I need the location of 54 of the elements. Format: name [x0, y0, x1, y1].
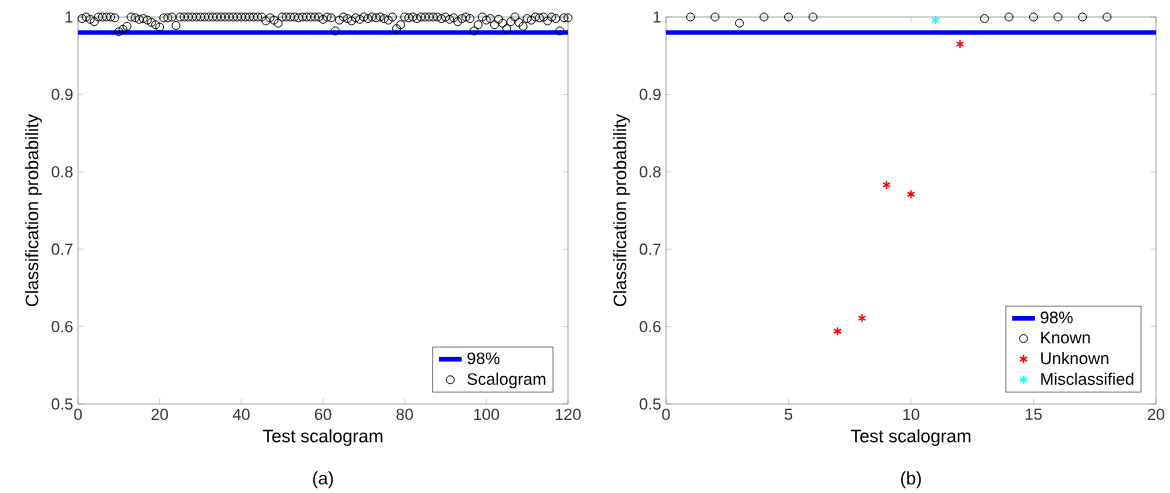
point: [980, 14, 989, 24]
x-tick-label: 20: [151, 408, 168, 421]
point: [1053, 12, 1063, 22]
legend-label: Scalogram: [467, 372, 546, 389]
y-tick-label: 0.6: [639, 320, 661, 333]
legend-label: Unknown: [1041, 351, 1109, 365]
x-tick-label: 10: [903, 408, 920, 421]
point: [759, 12, 769, 22]
point: [686, 12, 695, 22]
point: [857, 313, 867, 323]
point: [882, 180, 891, 190]
x-tick-label: 0: [662, 408, 670, 421]
x-axis-title: Test scalogram: [850, 429, 971, 446]
legend-label: 98%: [467, 352, 500, 365]
x-tick-label: 100: [474, 408, 500, 421]
legend-label: Known: [1041, 331, 1090, 344]
y-axis-title: Classification probability: [25, 114, 42, 307]
y-tick-label: 1: [65, 11, 73, 23]
point: [1102, 12, 1112, 22]
point: [931, 15, 940, 25]
text: (a): [313, 471, 333, 489]
legend-label: 98%: [1040, 311, 1073, 324]
y-tick-label: 0.7: [639, 243, 661, 255]
x-tick-label: 20: [1147, 408, 1165, 421]
point: [808, 12, 818, 22]
x-tick-label: 80: [396, 408, 413, 421]
text: (b): [901, 471, 921, 489]
y-tick-label: 0.5: [639, 398, 661, 410]
y-tick-label: 0.7: [51, 243, 73, 255]
y-tick-label: 0.8: [51, 166, 73, 178]
y-axis-title: Classification probability: [613, 114, 630, 307]
y-tick-label: 0.8: [639, 166, 661, 178]
y-tick-label: 0.6: [51, 320, 73, 333]
point: [710, 12, 720, 22]
x-tick-label: 5: [784, 408, 793, 420]
y-tick-label: 0.9: [51, 88, 73, 101]
y-tick-label: 0.9: [639, 88, 661, 101]
point: [784, 12, 793, 22]
y-tick-label: 1: [653, 11, 661, 23]
point: [906, 189, 916, 199]
x-tick-label: 0: [74, 408, 82, 421]
point: [735, 18, 744, 28]
x-axis-title: Test scalogram: [262, 429, 383, 446]
point: [1004, 12, 1014, 22]
x-tick-label: 60: [314, 408, 332, 421]
point: [833, 326, 842, 336]
point: [1078, 12, 1087, 22]
x-tick-label: 120: [555, 408, 581, 421]
x-tick-label: 15: [1025, 408, 1042, 420]
x-tick-label: 40: [232, 408, 250, 421]
legend-label: Misclassified: [1041, 372, 1134, 385]
point: [1029, 12, 1038, 22]
point: [955, 39, 965, 49]
y-tick-label: 0.5: [51, 398, 73, 410]
